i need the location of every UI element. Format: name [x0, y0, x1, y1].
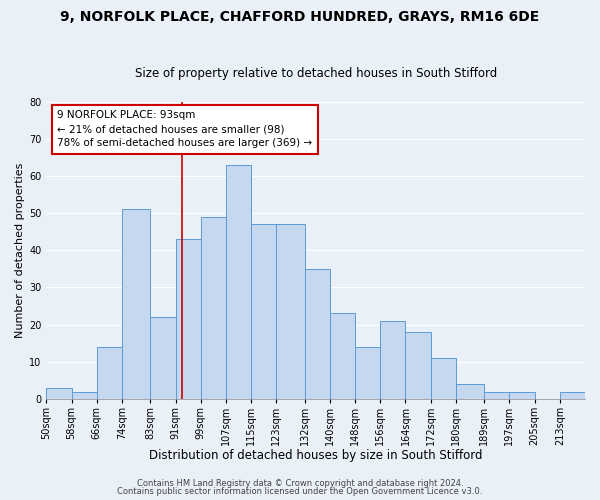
X-axis label: Distribution of detached houses by size in South Stifford: Distribution of detached houses by size … — [149, 450, 482, 462]
Bar — [380, 321, 406, 399]
Text: Contains HM Land Registry data © Crown copyright and database right 2024.: Contains HM Land Registry data © Crown c… — [137, 478, 463, 488]
Bar — [456, 384, 484, 399]
Title: Size of property relative to detached houses in South Stifford: Size of property relative to detached ho… — [134, 66, 497, 80]
Bar — [176, 239, 201, 399]
Bar — [251, 224, 277, 399]
Bar — [330, 314, 355, 399]
Bar — [97, 347, 122, 399]
Bar — [46, 388, 71, 399]
Bar — [305, 269, 330, 399]
Bar — [277, 224, 305, 399]
Bar — [226, 164, 251, 399]
Text: 9 NORFOLK PLACE: 93sqm
← 21% of detached houses are smaller (98)
78% of semi-det: 9 NORFOLK PLACE: 93sqm ← 21% of detached… — [57, 110, 312, 148]
Bar — [484, 392, 509, 399]
Bar — [355, 347, 380, 399]
Bar — [151, 317, 176, 399]
Bar — [201, 217, 226, 399]
Bar — [509, 392, 535, 399]
Bar — [431, 358, 456, 399]
Text: 9, NORFOLK PLACE, CHAFFORD HUNDRED, GRAYS, RM16 6DE: 9, NORFOLK PLACE, CHAFFORD HUNDRED, GRAY… — [61, 10, 539, 24]
Bar — [406, 332, 431, 399]
Bar — [122, 210, 151, 399]
Bar — [560, 392, 585, 399]
Y-axis label: Number of detached properties: Number of detached properties — [15, 162, 25, 338]
Bar — [71, 392, 97, 399]
Text: Contains public sector information licensed under the Open Government Licence v3: Contains public sector information licen… — [118, 487, 482, 496]
